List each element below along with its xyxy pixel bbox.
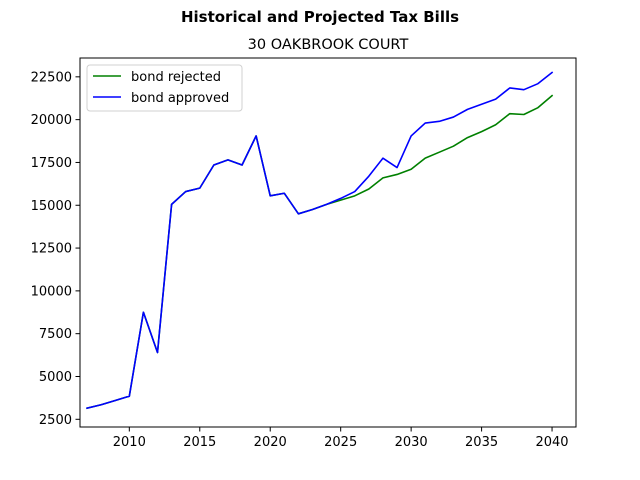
axes-frame [79,57,577,428]
x-axis: 2010 2015 2020 2025 2030 2035 2040 [113,427,569,450]
x-tick-label: 2020 [254,435,287,450]
legend-label-bond-approved: bond approved [131,91,229,106]
x-tick-label: 2010 [113,435,146,450]
y-axis: 2500 5000 7500 10000 12500 15000 17500 20000 225… [31,70,80,428]
x-tick-label: 2030 [395,435,428,450]
legend-label-bond-rejected: bond rejected [131,70,221,85]
legend: bond rejected bond approved [86,64,243,112]
y-tick-label: 10000 [31,284,72,299]
series-line-bond-rejected [86,94,554,410]
y-tick-label: 17500 [31,156,72,171]
x-tick-label: 2035 [465,435,498,450]
y-tick-label: 12500 [31,242,72,257]
x-tick-label: 2015 [183,435,216,450]
y-tick-label: 2500 [39,413,72,428]
x-tick-label: 2040 [535,435,568,450]
legend-box [86,64,243,112]
y-tick-label: 22500 [31,70,72,85]
chart-subtitle: 30 OAKBROOK COURT [248,37,409,53]
y-tick-label: 20000 [31,113,72,128]
y-tick-label: 5000 [39,370,72,385]
series-line-bond-approved [86,71,554,410]
plot-area [86,71,554,410]
x-tick-label: 2025 [324,435,357,450]
y-tick-label: 15000 [31,199,72,214]
chart-title: Historical and Projected Tax Bills [181,8,459,26]
y-tick-label: 7500 [39,327,72,342]
